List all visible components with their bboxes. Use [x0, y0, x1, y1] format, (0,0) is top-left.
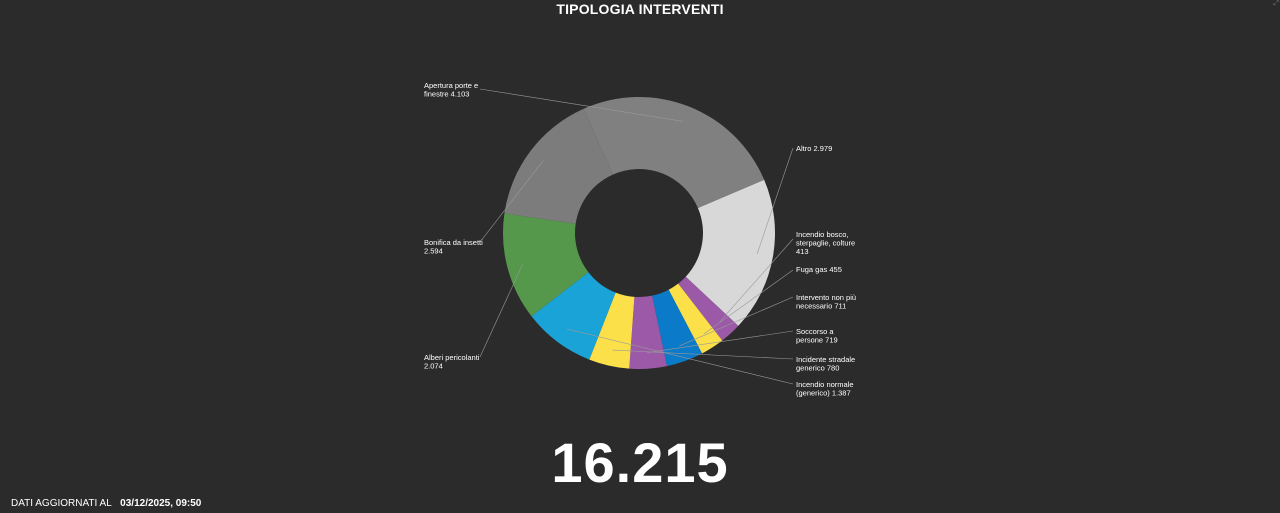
slice-label: Apertura porte e finestre 4.103 — [424, 81, 478, 99]
slice-label: Intervento non più necessario 711 — [796, 293, 856, 311]
leader-line — [612, 349, 794, 360]
total-interventions-value: 16.215 — [551, 431, 729, 494]
donut-slice[interactable] — [503, 213, 589, 317]
leader-line — [479, 160, 544, 243]
leader-line — [647, 330, 794, 354]
slice-label: Incidente stradale generico 780 — [796, 355, 855, 373]
donut-slice[interactable] — [583, 97, 765, 208]
donut-slice[interactable] — [589, 292, 635, 369]
donut-slice[interactable] — [678, 276, 739, 341]
slice-labels: Altro 2.979 Incendio bosco, sterpaglie, co… — [424, 81, 856, 398]
donut-slice[interactable] — [652, 289, 703, 367]
footer-date: 03/12/2025, 09:50 — [120, 498, 202, 509]
slice-label: Altro 2.979 — [796, 144, 832, 153]
corner-icon[interactable]: ⤢ — [1273, 0, 1279, 7]
leader-line — [479, 88, 683, 122]
slice-label: Incendio bosco, sterpaglie, colture 413 — [796, 230, 855, 256]
leader-line — [679, 296, 794, 347]
slice-label: Alberi pericolanti 2.074 — [424, 353, 480, 371]
leader-line — [566, 328, 794, 385]
slice-label: Fuga gas 455 — [796, 265, 842, 274]
footer-updated: DATI AGGIORNATI AL 03/12/2025, 09:50 — [11, 498, 201, 509]
slice-label: Incendio normale (generico) 1.387 — [796, 380, 854, 398]
footer-label: DATI AGGIORNATI AL — [11, 498, 112, 509]
donut-slice[interactable] — [629, 295, 667, 370]
chart-title: TIPOLOGIA INTERVENTI — [556, 1, 724, 17]
donut-slice[interactable] — [531, 272, 616, 360]
donut-slice[interactable] — [504, 108, 613, 224]
label-leader-lines — [479, 88, 794, 385]
leader-line — [703, 269, 794, 335]
slice-label: Soccorso a persone 719 — [796, 327, 838, 345]
slice-label: Bonifica da insetti 2.594 — [424, 238, 483, 256]
donut-slice[interactable] — [668, 283, 723, 354]
donut-slice[interactable] — [685, 179, 775, 326]
donut-slices — [503, 97, 775, 370]
leader-line — [719, 238, 794, 322]
leader-line — [756, 147, 794, 254]
leader-line — [479, 263, 524, 358]
